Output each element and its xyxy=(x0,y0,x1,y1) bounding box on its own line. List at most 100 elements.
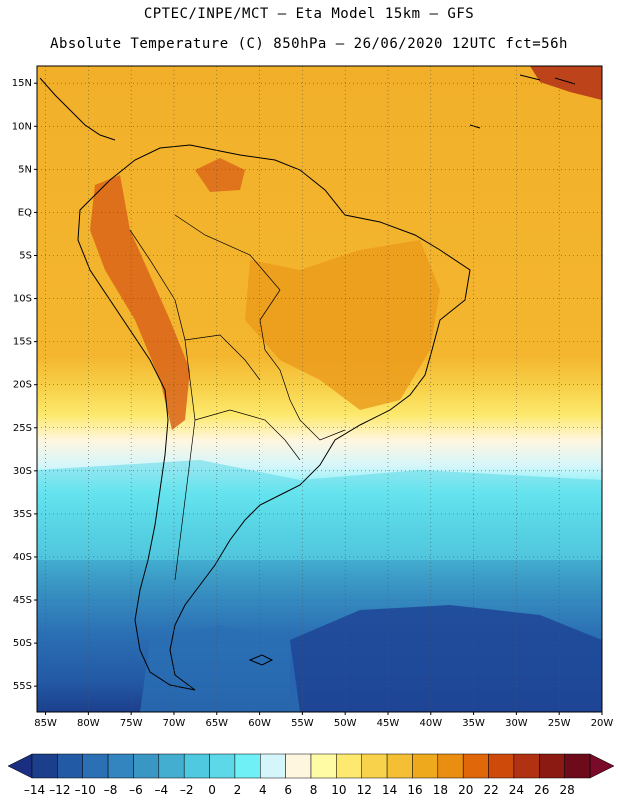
caribbean-islands xyxy=(469,74,576,129)
lon-label: 50W xyxy=(334,718,357,729)
border-andes xyxy=(129,229,196,581)
temperature-background xyxy=(37,66,602,712)
lat-label: 5S xyxy=(19,250,32,261)
lat-label: 10N xyxy=(12,121,32,132)
colorbar-swatch xyxy=(361,753,388,779)
colorbar-swatch xyxy=(209,753,236,779)
colorbar-label: 14 xyxy=(382,783,397,797)
lat-label: EQ xyxy=(18,207,32,218)
warm-interior-region xyxy=(245,240,440,410)
colorbar-swatch xyxy=(158,753,185,779)
lat-label: 45S xyxy=(13,595,32,606)
central-america-coast xyxy=(39,77,116,141)
lon-label: 70W xyxy=(163,718,186,729)
colorbar-swatch xyxy=(513,753,540,779)
colorbar-label: 0 xyxy=(208,783,216,797)
colorbar-label: 8 xyxy=(310,783,318,797)
colorbar-swatch xyxy=(234,753,261,779)
colorbar-swatch xyxy=(31,753,58,779)
lon-label: 65W xyxy=(205,718,228,729)
lon-label: 25W xyxy=(548,718,571,729)
colorbar-label: 10 xyxy=(331,783,346,797)
lat-label: 40S xyxy=(13,552,32,563)
colorbar-label: 24 xyxy=(509,783,524,797)
colorbar-label: –6 xyxy=(129,783,143,797)
cold-pocket-drake xyxy=(140,625,300,712)
temperature-field xyxy=(37,66,602,712)
colorbar-swatch xyxy=(412,753,439,779)
lat-label: 55S xyxy=(13,681,32,692)
colorbar-label: 28 xyxy=(560,783,575,797)
colorbar-swatch xyxy=(82,753,109,779)
lon-label: 40W xyxy=(419,718,442,729)
coastline-outline xyxy=(39,74,576,691)
lat-label: 15S xyxy=(13,337,32,348)
colorbar-label: 22 xyxy=(483,783,498,797)
map-subtitle: Absolute Temperature (C) 850hPa – 26/06/… xyxy=(50,36,568,52)
map-title: CPTEC/INPE/MCT – Eta Model 15km – GFS xyxy=(143,6,475,22)
colorbar-label: 4 xyxy=(259,783,267,797)
lat-label: 5N xyxy=(18,164,32,175)
colorbar-swatch xyxy=(107,753,134,779)
colorbar-swatch xyxy=(437,753,464,779)
border-bolivia xyxy=(184,334,261,381)
lon-label: 35W xyxy=(462,718,485,729)
lat-label: 10S xyxy=(13,294,32,305)
lon-label: 55W xyxy=(291,718,314,729)
colorbar: –14 –12 –10 –8 –6 –4 –2 0 2 4 6 8 10 12 14 16 18 20 22 24 26… xyxy=(7,753,615,797)
colorbar-swatch xyxy=(386,753,413,779)
colorbar-swatch xyxy=(488,753,515,779)
lon-label: 80W xyxy=(77,718,100,729)
lon-label: 45W xyxy=(377,718,400,729)
lat-label: 20S xyxy=(13,380,32,391)
colorbar-swatch xyxy=(539,753,565,779)
colorbar-label: 6 xyxy=(284,783,292,797)
colorbar-swatch xyxy=(57,753,83,779)
cold-core-south xyxy=(290,605,602,712)
colorbar-high-arrow xyxy=(589,753,615,779)
lon-label: 60W xyxy=(248,718,271,729)
colorbar-label: 2 xyxy=(234,783,242,797)
colorbar-label: –4 xyxy=(155,783,169,797)
colorbar-label: –2 xyxy=(180,783,194,797)
colorbar-label: 16 xyxy=(407,783,422,797)
colorbar-swatch xyxy=(285,753,312,779)
lat-label: 50S xyxy=(13,638,32,649)
lat-label: 25S xyxy=(13,423,32,434)
colorbar-swatch xyxy=(336,753,362,779)
cool-south-atlantic xyxy=(37,460,602,560)
longitude-labels: 85W 80W 75W 70W 65W 60W 55W 50W 45W 40W 35W 30W 25W 2… xyxy=(34,712,613,729)
colorbar-swatch xyxy=(183,753,210,779)
latitude-labels: 15N 10N 5N EQ 5S 10S 15S 20S 25S 30S 35S 40S 45S 50S 5… xyxy=(12,78,37,692)
border-argentina xyxy=(194,409,301,461)
map-frame xyxy=(36,65,603,713)
colorbar-low-arrow xyxy=(7,753,33,779)
lon-label: 20W xyxy=(591,718,614,729)
colorbar-swatch xyxy=(133,753,160,779)
colorbar-label: 18 xyxy=(433,783,448,797)
lon-label: 85W xyxy=(34,718,57,729)
colorbar-label: –8 xyxy=(104,783,118,797)
colorbar-swatch xyxy=(564,753,591,779)
colorbar-swatch xyxy=(310,753,337,779)
colorbar-label: 12 xyxy=(357,783,372,797)
venezuela-warm-patch xyxy=(195,158,245,192)
colorbar-swatch xyxy=(462,753,489,779)
border-brazil-west xyxy=(174,214,346,441)
south-america-coastline xyxy=(77,144,471,691)
colorbar-label: 26 xyxy=(534,783,549,797)
country-borders xyxy=(129,214,346,581)
colorbar-label: 20 xyxy=(458,783,473,797)
colorbar-swatch xyxy=(260,753,286,779)
lat-label: 30S xyxy=(13,466,32,477)
lon-label: 30W xyxy=(505,718,528,729)
colorbar-label: –10 xyxy=(75,783,96,797)
falklands xyxy=(248,654,274,666)
lat-label: 15N xyxy=(12,78,32,89)
lon-label: 75W xyxy=(120,718,143,729)
colorbar-label: –14 xyxy=(24,783,45,797)
andes-warm-band xyxy=(90,175,190,430)
lat-label: 35S xyxy=(13,509,32,520)
colorbar-label: –12 xyxy=(49,783,70,797)
